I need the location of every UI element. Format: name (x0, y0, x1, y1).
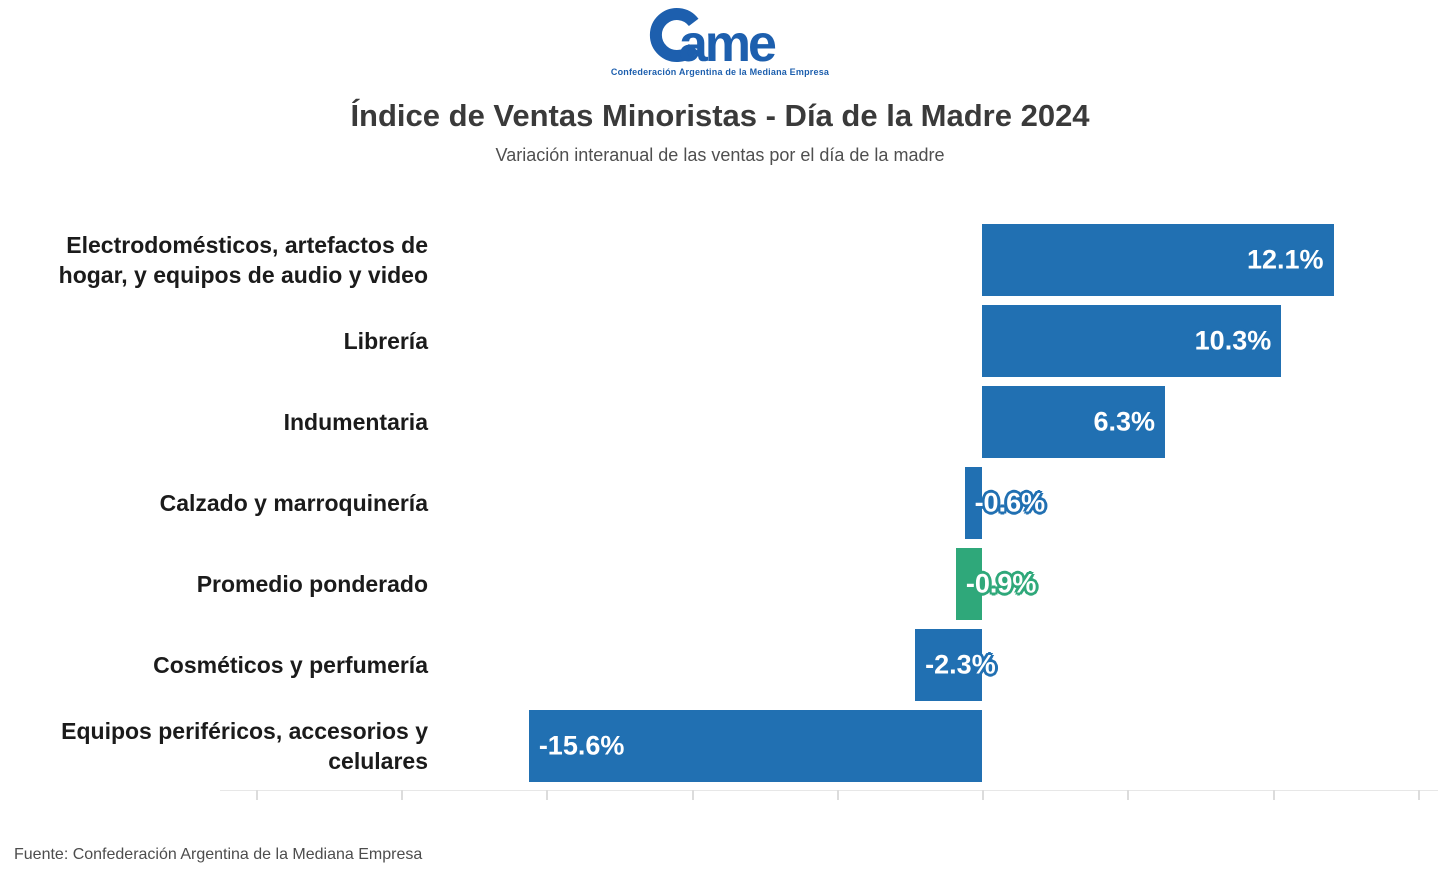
bar (964, 467, 982, 539)
bar (982, 305, 1282, 377)
value-label: 12.1% (1246, 244, 1324, 275)
category-label: Calzado y marroquinería (159, 490, 428, 516)
page-subtitle: Variación interanual de las ventas por e… (495, 145, 945, 165)
value-label: -2.3% (925, 649, 996, 680)
came-logo-word: ame (679, 15, 776, 66)
category-label: Equipos periféricos, accesorios y celula… (61, 718, 428, 774)
category-label: Indumentaria (283, 409, 428, 435)
bar (528, 710, 982, 782)
came-logo-c-ring (650, 8, 699, 62)
x-axis-tick (401, 790, 403, 800)
x-axis-tick (1417, 790, 1420, 800)
x-axis-tick (1127, 790, 1130, 800)
category-label: Cosméticos y perfumería (153, 652, 428, 678)
x-axis-tick (1272, 790, 1275, 800)
value-label: -0.6% (974, 487, 1046, 518)
source-note: Fuente: Confederación Argentina de la Me… (14, 846, 423, 863)
came-tagline: Confederación Argentina de la Mediana Em… (610, 67, 830, 77)
x-axis-line (220, 790, 1438, 791)
category-label: Electrodomésticos, artefactos de hogar, … (58, 232, 428, 288)
bar (955, 548, 982, 620)
came-logo: ame Confederación Argentina de la Median… (611, 6, 829, 77)
category-label: Librería (343, 328, 428, 354)
came-logo-mark: ame (650, 8, 779, 66)
value-label: -0.9% (965, 568, 1037, 599)
value-label: -15.6% (538, 730, 625, 761)
value-label: 10.3% (1194, 325, 1272, 356)
x-axis-tick (691, 790, 694, 800)
bar (915, 629, 982, 701)
x-axis-tick (255, 790, 258, 800)
bar (982, 224, 1334, 296)
value-label: 6.3% (1093, 406, 1156, 437)
bar (982, 386, 1165, 458)
page-title: Índice de Ventas Minoristas - Día de la … (350, 98, 1090, 133)
x-axis-tick (836, 790, 839, 800)
category-label: Promedio ponderado (196, 571, 428, 597)
x-axis-tick (982, 790, 984, 800)
x-axis-tick (546, 790, 549, 800)
